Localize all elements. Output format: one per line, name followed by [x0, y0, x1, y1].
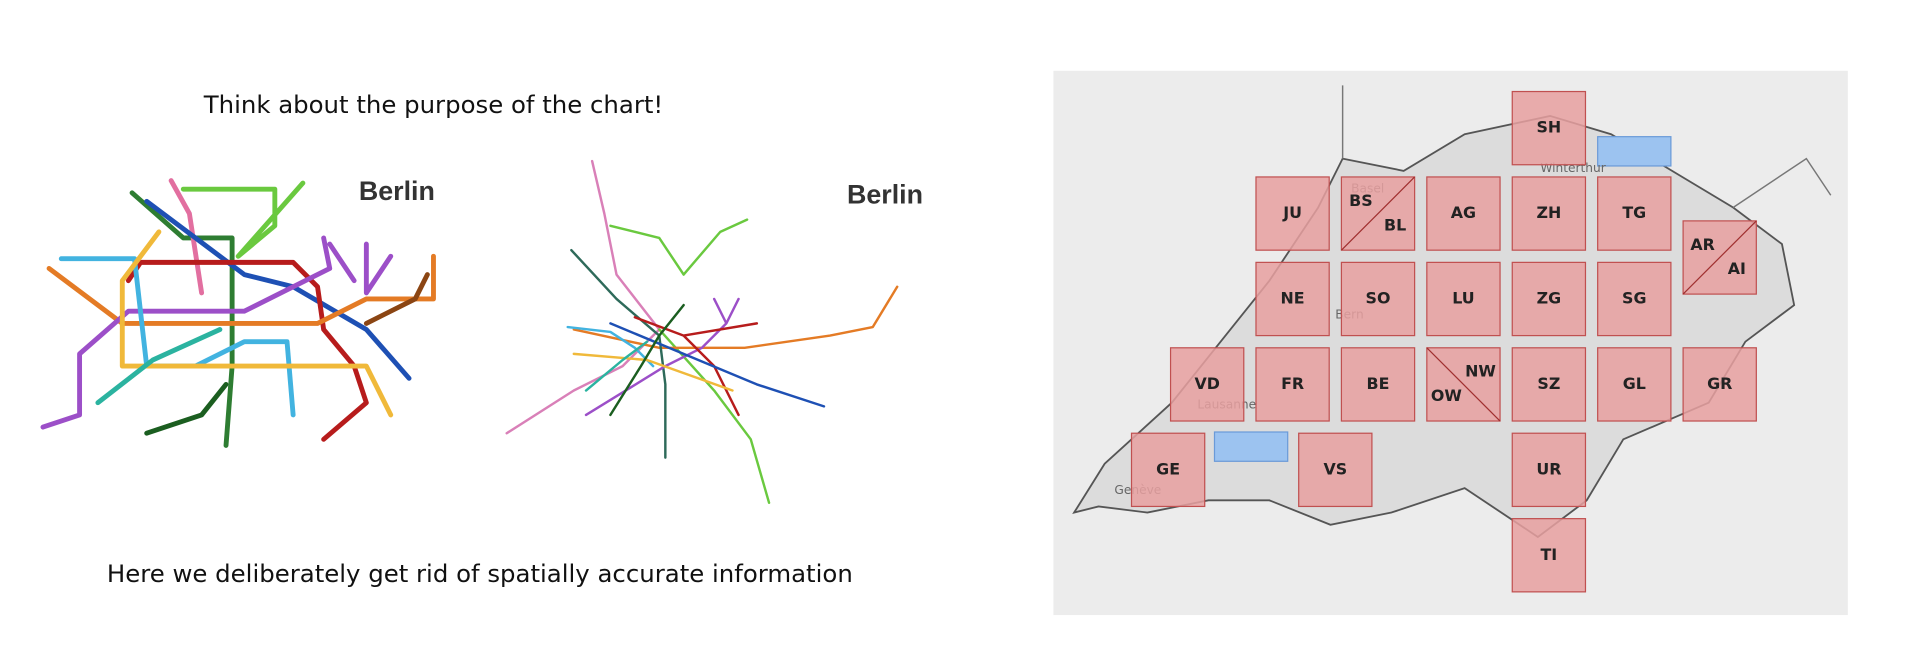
tile-map: BaselWinterthurBernLausanneGenèveSHJUAGZ…	[1114, 90, 1757, 593]
canton-tile	[1255, 347, 1330, 422]
canton-label: AR	[1690, 235, 1715, 254]
canton-tile	[1511, 518, 1587, 593]
tile-divider	[1426, 347, 1501, 422]
canton-tile	[1597, 176, 1672, 251]
canton-tile	[1340, 347, 1416, 422]
schematic-metro-map	[40, 178, 436, 448]
canton-tile	[1426, 261, 1501, 337]
tile-divider	[1682, 220, 1757, 295]
canton-tile	[1340, 261, 1416, 337]
canton-label: NE	[1281, 288, 1305, 307]
canton-tile	[1255, 261, 1330, 337]
canton-tile	[1255, 176, 1330, 251]
canton-label: NW	[1465, 362, 1496, 381]
canton-label: GL	[1623, 374, 1646, 393]
canton-tile	[1169, 347, 1245, 422]
canton-label: SG	[1622, 288, 1646, 307]
canton-tile	[1511, 432, 1587, 508]
canton-label: GR	[1707, 374, 1732, 393]
canton-label: UR	[1536, 459, 1561, 478]
schematic-map-label: Berlin	[359, 176, 435, 206]
canton-label: GE	[1156, 459, 1180, 478]
canton-label: LU	[1452, 288, 1474, 307]
canton-label: SH	[1537, 118, 1562, 137]
canton-label: FR	[1281, 374, 1304, 393]
canton-tile	[1130, 432, 1206, 508]
canton-label: ZH	[1536, 203, 1561, 222]
canton-tile	[1597, 347, 1672, 422]
canton-label: JU	[1282, 203, 1302, 222]
canton-tile	[1511, 90, 1587, 166]
swiss-background-map	[1053, 70, 1848, 616]
tile-divider	[1340, 176, 1416, 251]
canton-tile	[1597, 261, 1672, 337]
canton-tile	[1298, 432, 1373, 508]
canton-tile	[1682, 347, 1757, 422]
canton-label: TG	[1622, 203, 1646, 222]
canton-label: BS	[1349, 191, 1373, 210]
canton-label: OW	[1431, 386, 1462, 405]
canton-label: SO	[1366, 288, 1391, 307]
canton-label: AG	[1451, 203, 1476, 222]
canton-label: SZ	[1537, 374, 1560, 393]
canton-tile	[1426, 176, 1501, 251]
canton-label: BL	[1384, 215, 1406, 234]
canton-label: VD	[1194, 374, 1219, 393]
canton-tile	[1511, 176, 1587, 251]
lake	[1213, 431, 1289, 462]
canton-tile	[1511, 261, 1587, 337]
top-text: Think about the purpose of the chart!	[203, 90, 663, 119]
bottom-text: Here we deliberately get rid of spatiall…	[107, 559, 853, 588]
canton-label: TI	[1540, 545, 1557, 564]
geographic-metro-map	[505, 159, 899, 505]
canton-label: AI	[1728, 259, 1746, 278]
canton-label: BE	[1367, 374, 1390, 393]
canton-label: ZG	[1537, 288, 1562, 307]
geographic-map-label: Berlin	[847, 180, 923, 210]
lake	[1597, 136, 1672, 167]
canton-label: VS	[1323, 459, 1347, 478]
canton-tile	[1511, 347, 1587, 422]
